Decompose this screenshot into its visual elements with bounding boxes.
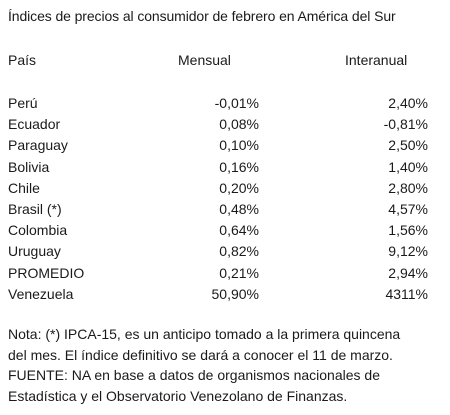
cell-monthly: 0,20% [219,179,259,196]
cell-monthly: 0,82% [219,243,259,260]
cell-annual: 1,56% [388,222,428,239]
cell-monthly: 0,48% [219,200,259,217]
footnote-line: Nota: (*) IPCA-15, es un anticipo tomado… [8,326,401,342]
cell-monthly: 0,64% [219,222,259,239]
column-header-annual: Interanual [345,52,408,68]
source-line: Estadística y el Observatorio Venezolano… [8,387,348,404]
cell-monthly: -0,01% [214,95,259,111]
table-row: Paraguay 0,10% 2,50% [0,136,450,157]
table-header: País Mensual Interanual [0,52,450,70]
cell-monthly: 0,10% [219,137,259,154]
table-row: Brasil (*) 0,48% 4,57% [0,200,450,221]
table-row: Chile 0,20% 2,80% [0,179,450,200]
cell-annual: 2,94% [388,264,428,281]
table-row: Bolivia 0,16% 1,40% [0,158,450,179]
cell-annual: 2,80% [388,179,428,196]
table-row: Ecuador 0,08% -0,81% [0,115,450,136]
cell-country: Chile [8,179,40,196]
footnotes: Nota: (*) IPCA-15, es un anticipo tomado… [8,324,444,406]
table-row: Uruguay 0,82% 9,12% [0,242,450,263]
cell-monthly: 0,16% [219,158,259,175]
table-row: Venezuela 50,90% 4311% [0,285,450,306]
table-row-average: PROMEDIO 0,21% 2,94% [0,264,450,285]
cell-annual: 1,40% [388,158,428,175]
cell-annual: 9,12% [388,243,428,260]
cell-annual: 4311% [385,285,428,302]
cell-country: Ecuador [8,116,61,133]
cell-monthly: 50,90% [211,285,259,302]
cell-country: Perú [8,95,38,111]
cell-annual: 4,57% [388,200,428,217]
table-body: Perú -0,01% 2,40% Ecuador 0,08% -0,81% P… [0,94,450,306]
cell-country: Paraguay [8,137,68,154]
column-header-country: País [8,52,37,68]
footnote-line: del mes. El índice definitivo se dará a … [8,346,393,363]
cell-country: Bolivia [8,158,50,175]
cell-country: Venezuela [8,285,74,302]
cell-annual: 2,50% [388,137,428,154]
cell-country: Colombia [8,222,68,239]
cell-annual: -0,81% [383,116,428,133]
cell-country: Uruguay [8,243,61,260]
cell-country: PROMEDIO [8,264,85,281]
table-row: Colombia 0,64% 1,56% [0,221,450,242]
cell-annual: 2,40% [388,95,428,111]
cell-monthly: 0,08% [219,116,259,133]
column-header-monthly: Mensual [178,52,231,68]
cell-monthly: 0,21% [219,264,259,281]
table-row: Perú -0,01% 2,40% [0,94,450,115]
cell-country: Brasil (*) [8,200,62,217]
table-title: Índices de precios al consumidor de febr… [8,8,396,24]
source-line: FUENTE: NA en base a datos de organismos… [8,367,380,383]
